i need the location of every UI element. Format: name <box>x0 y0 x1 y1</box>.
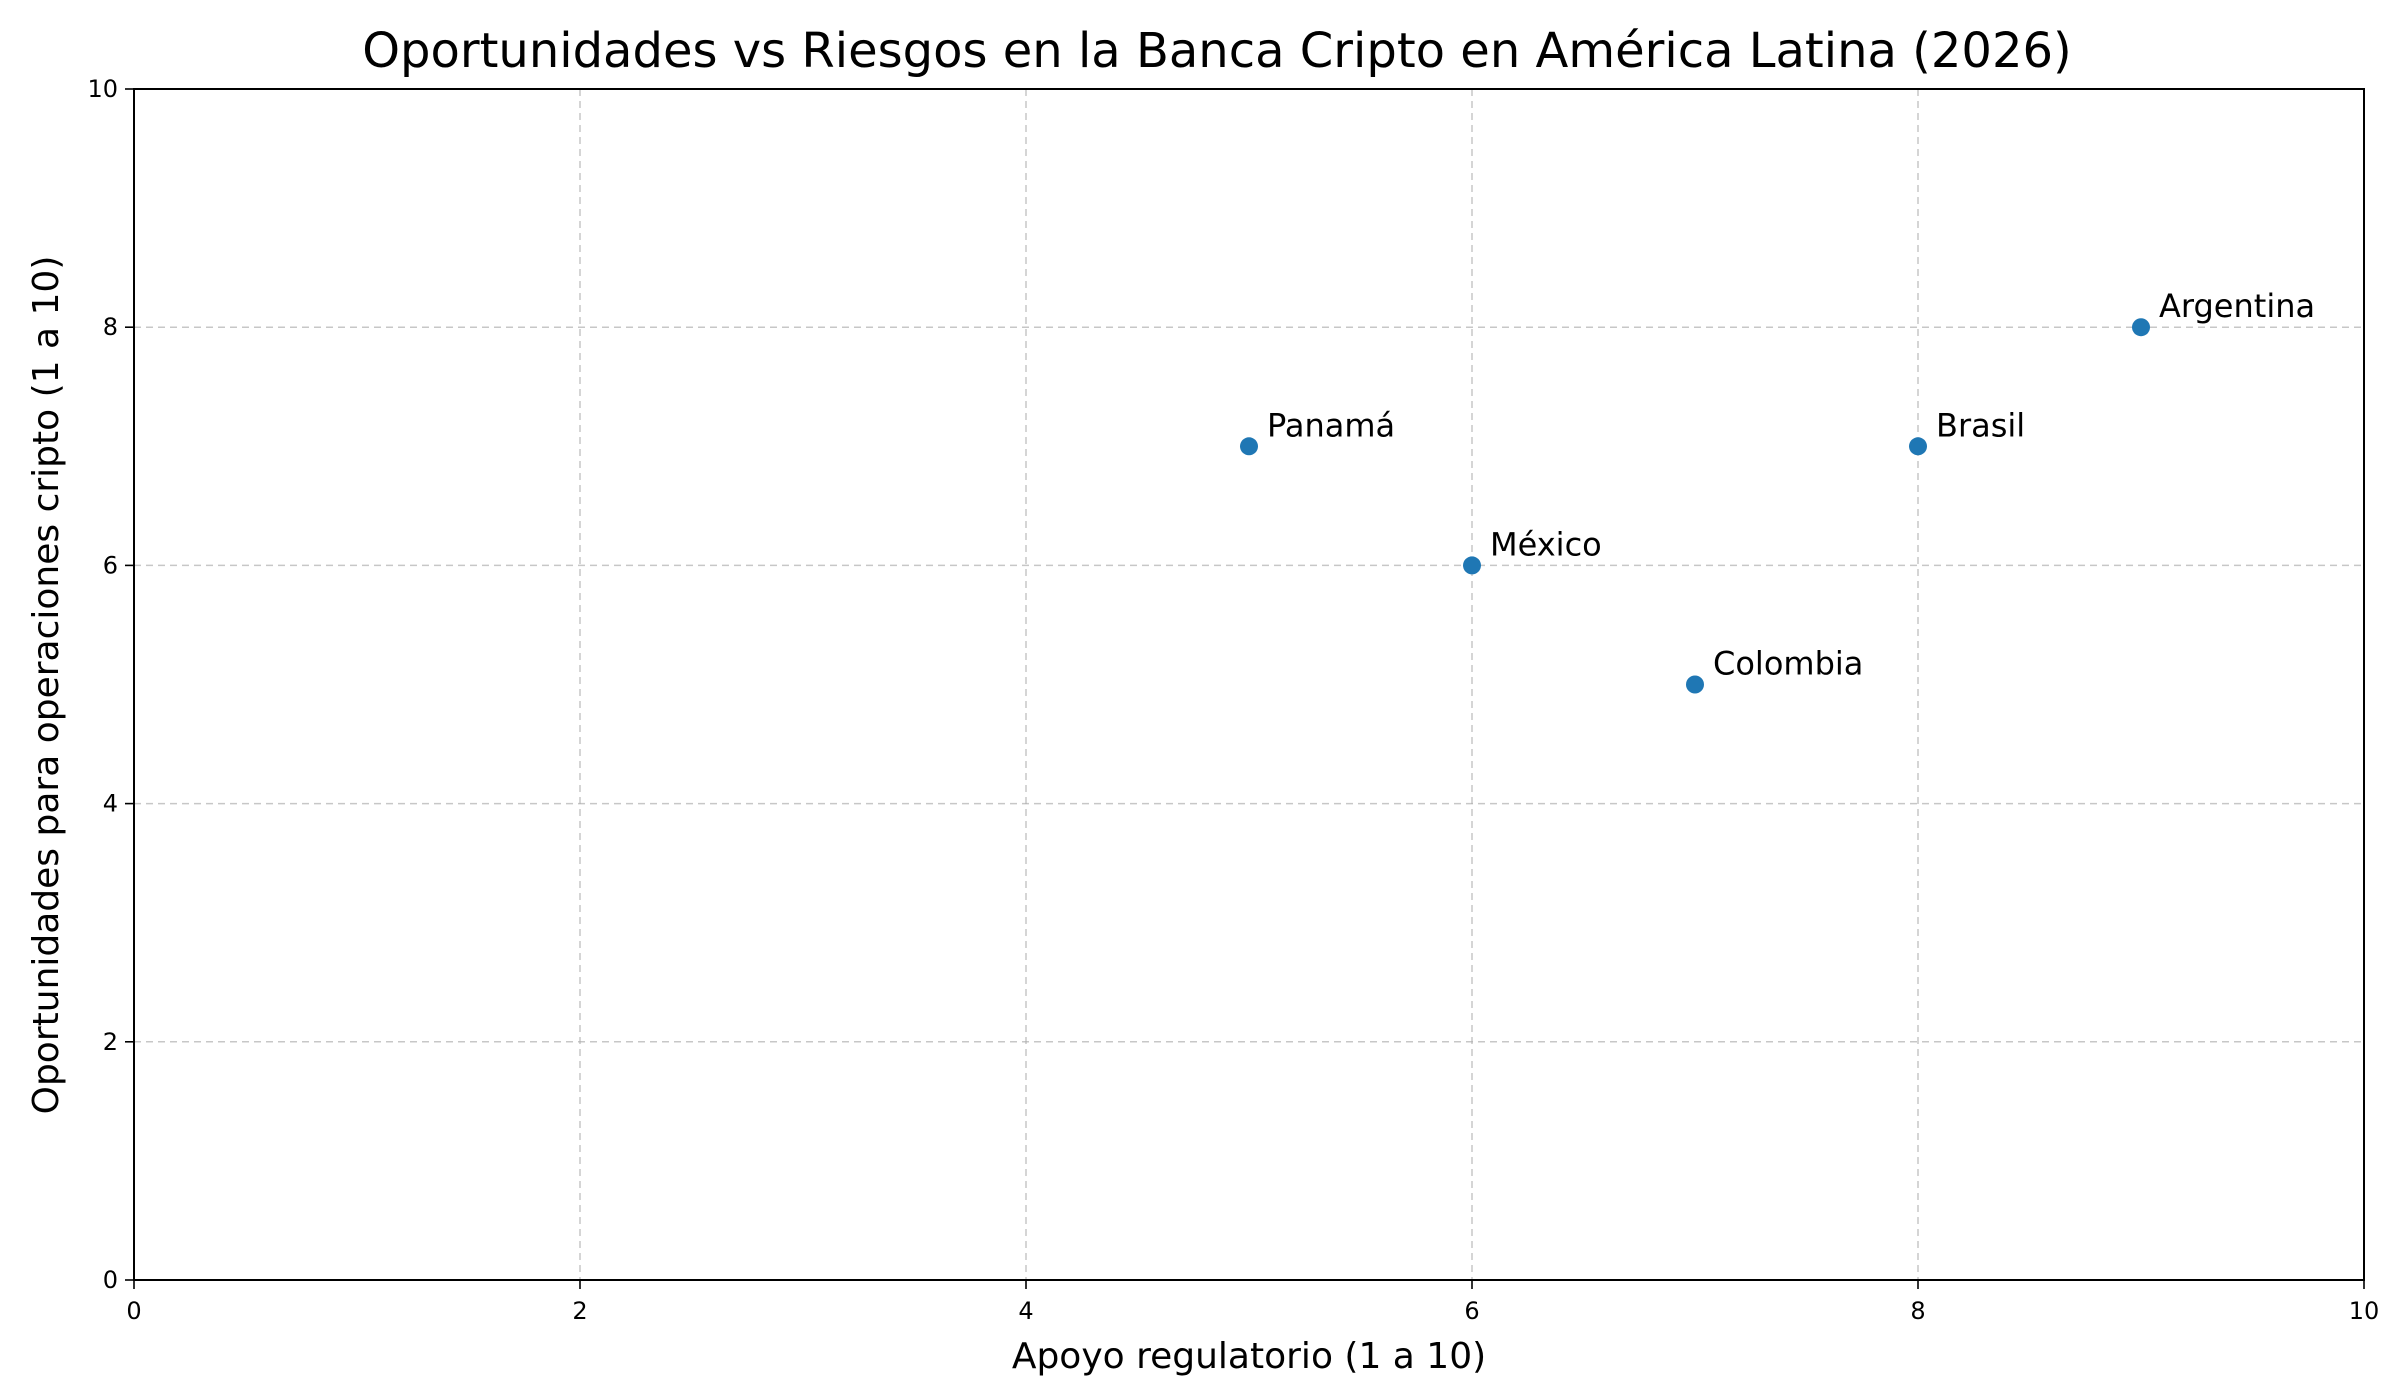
x-tick-label: 2 <box>572 1297 587 1325</box>
x-tick-label: 4 <box>1018 1297 1033 1325</box>
chart-title: Oportunidades vs Riesgos en la Banca Cri… <box>362 23 2072 79</box>
data-point <box>1463 556 1481 575</box>
data-point <box>1686 675 1704 694</box>
x-tick-label: 10 <box>2349 1297 2380 1325</box>
x-tick-label: 0 <box>126 1297 141 1325</box>
y-tick-label: 6 <box>103 551 118 579</box>
x-tick-label: 8 <box>1910 1297 1925 1325</box>
axis-ticks: 0 2 4 6 8 10 0 2 4 6 8 10 <box>87 75 2379 1325</box>
y-tick-label: 8 <box>103 313 118 341</box>
y-tick-label: 2 <box>103 1028 118 1056</box>
y-axis-label: Oportunidades para operaciones cripto (1… <box>26 256 67 1115</box>
y-tick-label: 0 <box>103 1266 118 1294</box>
data-point <box>1909 437 1927 456</box>
y-tick-label: 10 <box>87 75 118 103</box>
point-label: Argentina <box>2159 287 2315 325</box>
point-label: México <box>1490 525 1602 563</box>
x-axis-label: Apoyo regulatorio (1 a 10) <box>1012 1336 1486 1377</box>
x-tick-label: 6 <box>1464 1297 1479 1325</box>
y-tick-label: 4 <box>103 790 118 818</box>
point-label: Panamá <box>1267 406 1395 444</box>
point-label: Brasil <box>1936 406 2025 444</box>
plot-frame <box>133 88 2365 1281</box>
data-point <box>2132 318 2150 337</box>
point-label: Colombia <box>1713 645 1863 683</box>
data-point <box>1240 437 1258 456</box>
data-points: México Brasil Argentina Colombia Panamá <box>1240 287 2315 694</box>
